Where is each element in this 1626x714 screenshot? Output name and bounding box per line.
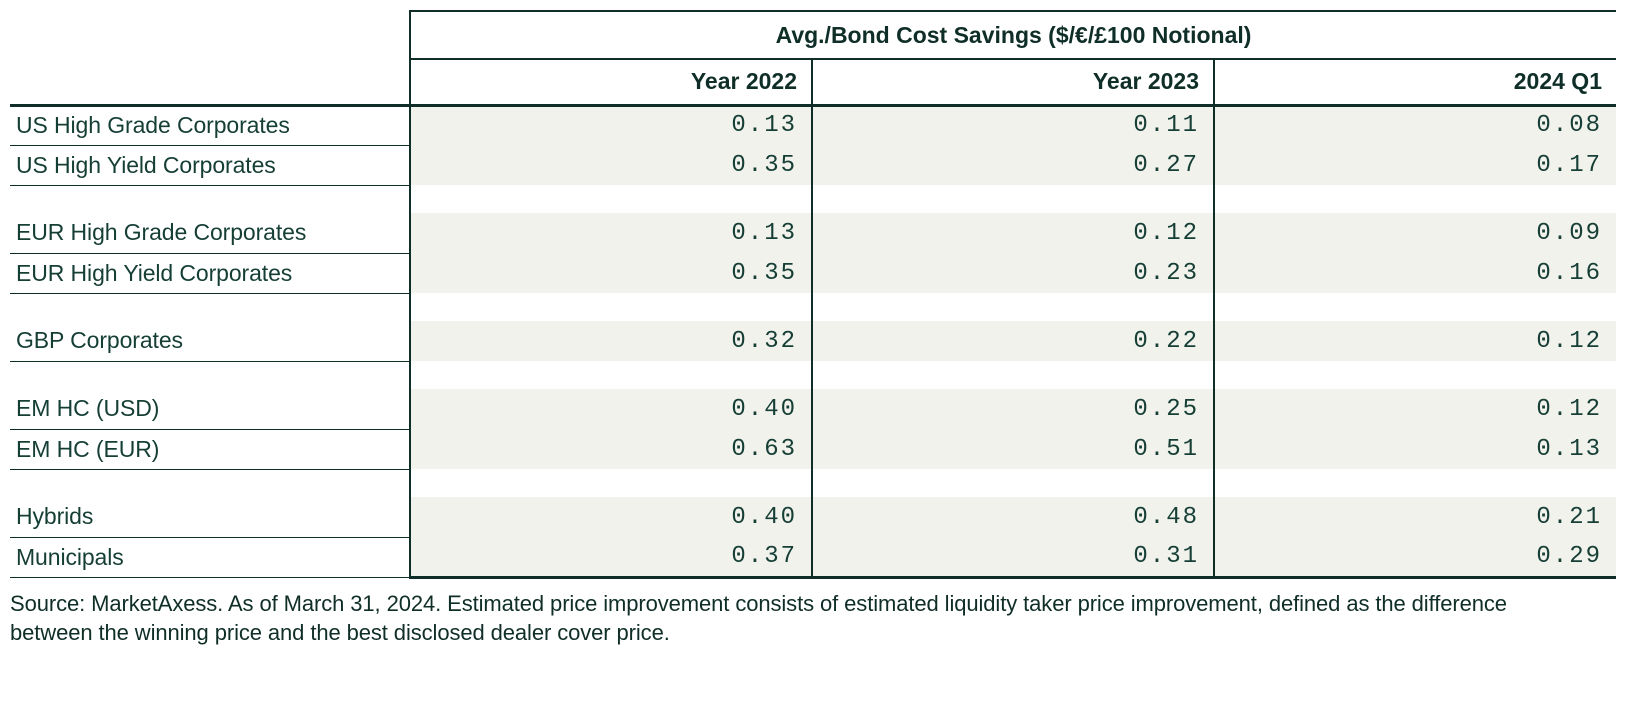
row-value: 0.13	[410, 213, 812, 253]
row-label: EUR High Yield Corporates	[10, 253, 410, 293]
table-body: US High Grade Corporates 0.13 0.11 0.08 …	[10, 105, 1616, 577]
group-spacer	[10, 185, 1616, 213]
row-value: 0.22	[812, 321, 1214, 361]
row-value: 0.21	[1214, 497, 1616, 537]
row-value: 0.29	[1214, 537, 1616, 577]
table-row: GBP Corporates 0.32 0.22 0.12	[10, 321, 1616, 361]
row-value: 0.09	[1214, 213, 1616, 253]
header-span-title: Avg./Bond Cost Savings ($/€/£100 Notiona…	[410, 11, 1616, 59]
row-label: EUR High Grade Corporates	[10, 213, 410, 253]
row-value: 0.48	[812, 497, 1214, 537]
row-value: 0.12	[1214, 321, 1616, 361]
row-value: 0.32	[410, 321, 812, 361]
row-value: 0.35	[410, 253, 812, 293]
col-header-2: 2024 Q1	[1214, 59, 1616, 105]
table-row: EUR High Grade Corporates 0.13 0.12 0.09	[10, 213, 1616, 253]
table-row: EUR High Yield Corporates 0.35 0.23 0.16	[10, 253, 1616, 293]
cost-savings-table: Avg./Bond Cost Savings ($/€/£100 Notiona…	[10, 10, 1616, 579]
row-value: 0.23	[812, 253, 1214, 293]
row-value: 0.31	[812, 537, 1214, 577]
row-label: GBP Corporates	[10, 321, 410, 361]
row-value: 0.11	[812, 105, 1214, 145]
header-blank	[10, 11, 410, 105]
row-label: Municipals	[10, 537, 410, 577]
table-row: US High Grade Corporates 0.13 0.11 0.08	[10, 105, 1616, 145]
row-label: Hybrids	[10, 497, 410, 537]
row-value: 0.27	[812, 145, 1214, 185]
row-value: 0.16	[1214, 253, 1616, 293]
row-value: 0.12	[1214, 389, 1616, 429]
group-spacer	[10, 469, 1616, 497]
table-row: EM HC (USD) 0.40 0.25 0.12	[10, 389, 1616, 429]
col-header-0: Year 2022	[410, 59, 812, 105]
group-spacer	[10, 361, 1616, 389]
row-value: 0.37	[410, 537, 812, 577]
table-row: EM HC (EUR) 0.63 0.51 0.13	[10, 429, 1616, 469]
row-label: EM HC (USD)	[10, 389, 410, 429]
row-value: 0.35	[410, 145, 812, 185]
row-label: US High Yield Corporates	[10, 145, 410, 185]
row-value: 0.08	[1214, 105, 1616, 145]
row-value: 0.13	[410, 105, 812, 145]
row-value: 0.40	[410, 389, 812, 429]
row-value: 0.40	[410, 497, 812, 537]
group-spacer	[10, 293, 1616, 321]
row-label: US High Grade Corporates	[10, 105, 410, 145]
col-header-1: Year 2023	[812, 59, 1214, 105]
table-row: Municipals 0.37 0.31 0.29	[10, 537, 1616, 577]
row-value: 0.13	[1214, 429, 1616, 469]
source-footnote: Source: MarketAxess. As of March 31, 202…	[10, 589, 1570, 648]
row-value: 0.51	[812, 429, 1214, 469]
row-value: 0.25	[812, 389, 1214, 429]
table-row: Hybrids 0.40 0.48 0.21	[10, 497, 1616, 537]
row-label: EM HC (EUR)	[10, 429, 410, 469]
table-row: US High Yield Corporates 0.35 0.27 0.17	[10, 145, 1616, 185]
row-value: 0.12	[812, 213, 1214, 253]
row-value: 0.63	[410, 429, 812, 469]
row-value: 0.17	[1214, 145, 1616, 185]
